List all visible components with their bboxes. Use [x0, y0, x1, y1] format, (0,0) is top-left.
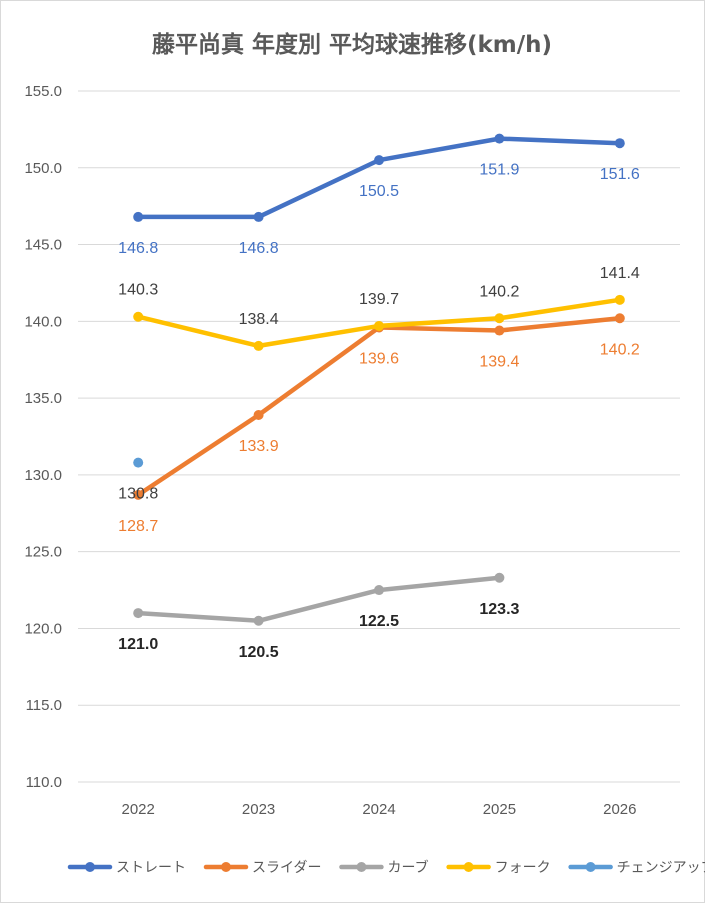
data-label: 140.3 — [118, 282, 158, 299]
data-label: 139.6 — [359, 350, 399, 367]
data-label: 130.8 — [118, 486, 158, 503]
data-label: 141.4 — [600, 265, 640, 282]
series-1: 146.8 146.8 150.5 151.9 151.6 — [118, 133, 640, 257]
data-point — [494, 313, 505, 324]
x-axis: 2022 2023 2024 2025 2026 — [122, 801, 637, 818]
legend-label: フォーク — [495, 860, 551, 876]
data-point — [494, 325, 505, 336]
x-tick-label: 2025 — [483, 801, 516, 818]
data-label: 139.4 — [479, 354, 519, 371]
data-label: 151.6 — [600, 166, 640, 183]
data-label: 120.5 — [239, 644, 279, 661]
legend-item-3[interactable]: カーブ — [339, 859, 429, 876]
y-tick-label: 150.0 — [24, 160, 62, 177]
x-tick-label: 2023 — [242, 801, 275, 818]
data-label: 121.0 — [118, 636, 158, 653]
series-line — [135, 316, 623, 498]
data-label: 128.7 — [118, 518, 158, 535]
data-label: 123.3 — [479, 601, 519, 618]
legend-label: スライダー — [252, 860, 321, 876]
data-label: 146.8 — [239, 240, 279, 257]
x-tick-label: 2024 — [362, 801, 395, 818]
series-2: 128.7 133.9 139.6 139.4 140.2 — [118, 313, 640, 535]
chart-title: 藤平尚真 年度別 平均球速推移(km/h) — [152, 31, 552, 58]
y-tick-label: 110.0 — [26, 774, 62, 791]
data-point — [133, 311, 144, 322]
data-point — [614, 294, 625, 305]
y-tick-label: 120.0 — [24, 620, 62, 637]
legend-swatch-marker — [85, 862, 95, 872]
data-point — [494, 133, 505, 144]
data-point — [253, 211, 264, 222]
x-tick-label: 2022 — [122, 801, 155, 818]
data-label: 122.5 — [359, 613, 399, 630]
data-point — [253, 340, 264, 351]
y-tick-label: 155.0 — [24, 83, 62, 100]
legend-swatch-marker — [356, 862, 367, 872]
legend-swatch-marker — [585, 862, 596, 872]
data-label: 146.8 — [118, 240, 158, 257]
legend-item-5[interactable]: チェンジアップ — [568, 860, 705, 876]
y-tick-label: 145.0 — [24, 237, 62, 254]
legend-item-1[interactable]: ストレート — [67, 860, 186, 876]
data-label: 133.9 — [239, 438, 279, 455]
legend-swatch-marker — [463, 862, 474, 872]
data-point — [133, 489, 144, 500]
y-tick-label: 125.0 — [24, 544, 62, 561]
y-tick-label: 115.0 — [26, 697, 62, 714]
legend-item-2[interactable]: スライダー — [203, 860, 321, 876]
series-5: 130.8 — [118, 457, 158, 503]
data-label: 138.4 — [239, 311, 279, 328]
legend-label: カーブ — [387, 859, 428, 876]
data-point — [494, 572, 505, 583]
series-group: 146.8 146.8 150.5 151.9 151.6 128.7 133.9 139.6… — [118, 133, 640, 661]
data-label: 140.2 — [600, 341, 640, 358]
y-tick-label: 135.0 — [24, 390, 62, 407]
data-point — [614, 313, 625, 324]
data-label: 139.7 — [359, 291, 399, 308]
legend-label: チェンジアップ — [617, 860, 705, 876]
data-point — [374, 320, 384, 331]
data-label: 151.9 — [479, 162, 519, 179]
data-label: 150.5 — [359, 183, 399, 200]
legend-swatch-marker — [221, 862, 231, 872]
x-tick-label: 2026 — [603, 801, 636, 818]
data-point — [253, 615, 264, 626]
series-3: 121.0 120.5 122.5 123.3 — [118, 572, 520, 661]
data-point — [253, 410, 264, 421]
data-point — [374, 155, 384, 166]
series-4: 140.3 138.4 139.7 140.2 141.4 — [118, 265, 640, 351]
series-line — [135, 575, 502, 624]
legend[interactable]: ストレート スライダー カーブ フォーク チェンジアップ — [67, 859, 705, 876]
y-axis: 110.0 115.0 120.0 125.0 130.0 135.0 140.0 145.0… — [24, 83, 62, 791]
y-tick-label: 140.0 — [24, 313, 62, 330]
y-tick-label: 130.0 — [24, 467, 62, 484]
data-point — [133, 457, 144, 468]
data-label: 140.2 — [479, 283, 519, 300]
series-line — [135, 136, 623, 220]
data-point — [133, 608, 144, 619]
legend-label: ストレート — [116, 860, 186, 876]
data-point — [614, 138, 625, 149]
legend-item-4[interactable]: フォーク — [446, 860, 551, 876]
data-point — [133, 211, 144, 222]
data-point — [374, 585, 384, 596]
